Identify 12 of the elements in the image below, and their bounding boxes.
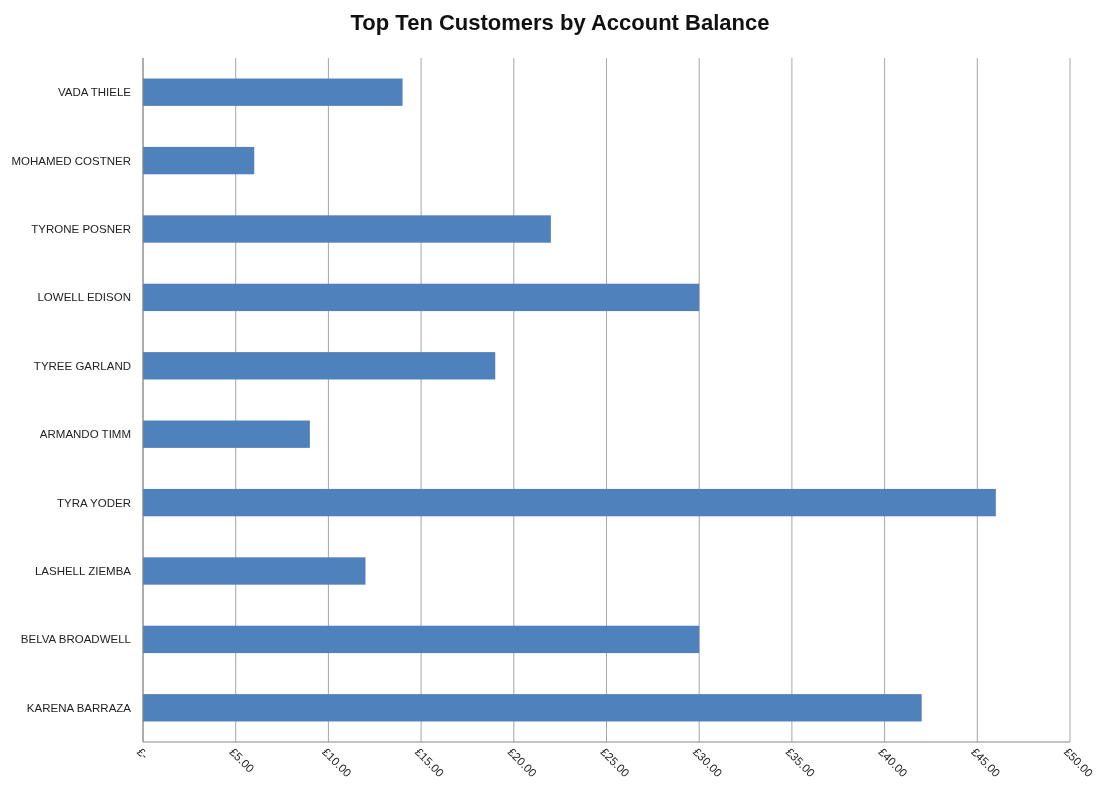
chart-title: Top Ten Customers by Account Balance (350, 10, 770, 35)
y-tick-label: MOHAMED COSTNER (11, 154, 131, 167)
y-tick-label: ARMANDO TIMM (39, 428, 131, 441)
y-tick-label: VADA THIELE (57, 86, 132, 99)
y-tick-label: BELVA BROADWELL (20, 633, 132, 646)
y-tick-label: KARENA BARRAZA (26, 701, 132, 714)
y-tick-label: TYRONE POSNER (31, 223, 131, 236)
y-tick-label: LASHELL ZIEMBA (34, 565, 132, 578)
x-tick-label: £- (134, 745, 151, 762)
y-tick-label: TYRA YODER (57, 496, 131, 509)
y-tick-label: LOWELL EDISON (37, 291, 131, 304)
y-tick-label: TYREE GARLAND (33, 359, 131, 372)
